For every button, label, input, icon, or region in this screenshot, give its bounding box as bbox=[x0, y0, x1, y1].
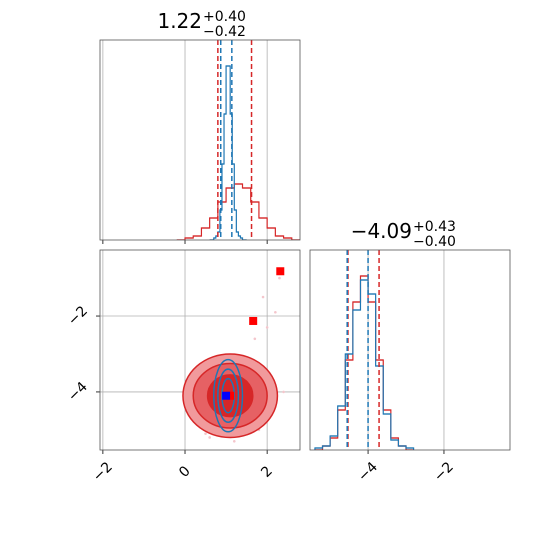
title-lower: −0.42 bbox=[203, 24, 246, 40]
marker bbox=[276, 267, 285, 276]
x-tick-label: −4 bbox=[355, 459, 381, 485]
sample-point bbox=[232, 439, 236, 443]
sample-point bbox=[253, 337, 257, 341]
contour bbox=[221, 377, 236, 414]
title-lower: −0.40 bbox=[413, 234, 456, 250]
sample-point bbox=[265, 326, 269, 329]
title-upper: +0.40 bbox=[203, 9, 246, 25]
title-value: 1.22 bbox=[157, 9, 202, 33]
sample-point bbox=[278, 276, 281, 280]
title-upper: +0.43 bbox=[413, 219, 456, 235]
axes-frame bbox=[99, 249, 301, 451]
sample-point bbox=[274, 310, 277, 314]
x-tick-label: 2 bbox=[258, 463, 276, 481]
sample-point bbox=[261, 295, 265, 299]
sample-point bbox=[282, 390, 285, 394]
panel bbox=[102, 40, 300, 240]
axes-frame bbox=[309, 249, 511, 451]
panel bbox=[314, 250, 445, 450]
sample-point bbox=[204, 432, 207, 435]
marker bbox=[249, 316, 258, 325]
x-tick-label: −2 bbox=[431, 459, 457, 485]
contour bbox=[217, 368, 240, 424]
sample-point bbox=[208, 436, 211, 439]
y-tick-label: −2 bbox=[65, 303, 91, 329]
axes-frame bbox=[99, 39, 301, 241]
marker bbox=[226, 391, 235, 400]
contour bbox=[213, 358, 244, 433]
hist-outline bbox=[209, 65, 247, 240]
panel bbox=[100, 250, 300, 450]
hist-outline bbox=[314, 275, 414, 450]
marker bbox=[222, 391, 231, 400]
x-tick-label: 0 bbox=[176, 463, 194, 481]
hist-outline bbox=[314, 279, 415, 450]
y-tick-label: −4 bbox=[65, 379, 91, 405]
title-value: −4.09 bbox=[351, 219, 412, 243]
x-tick-label: −2 bbox=[90, 459, 116, 485]
